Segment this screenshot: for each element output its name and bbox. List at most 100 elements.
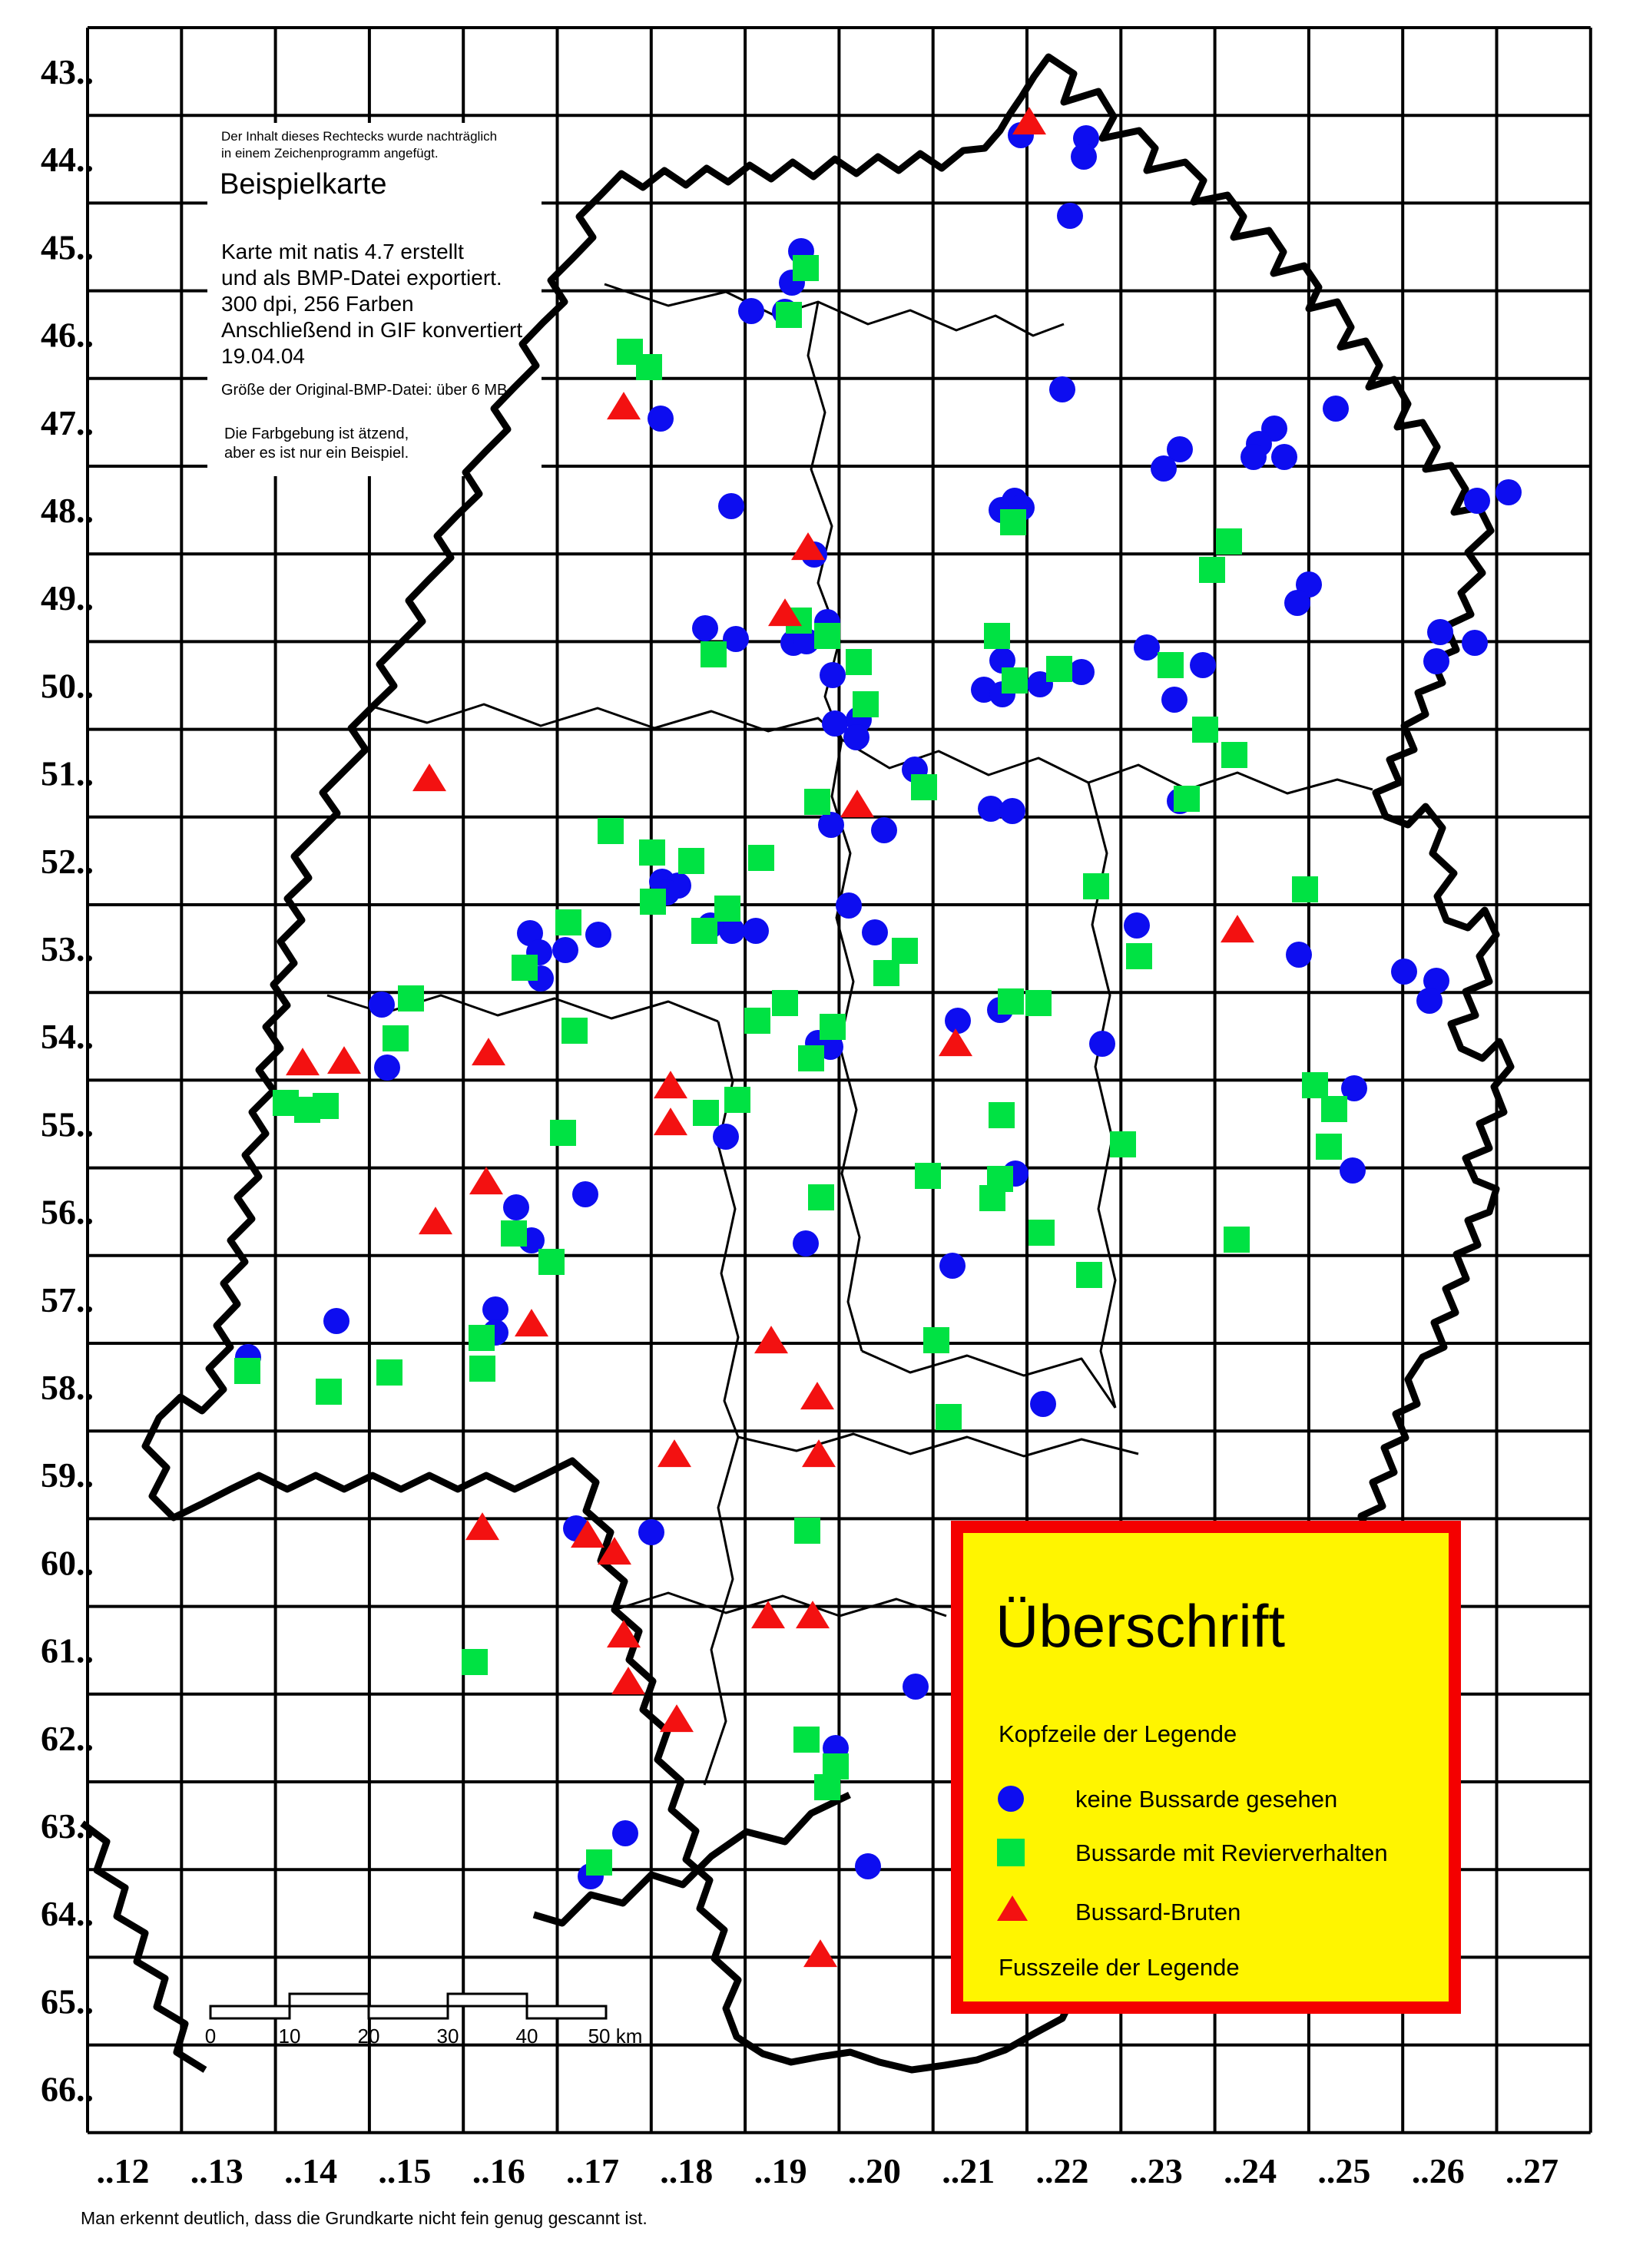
marker-square — [1216, 528, 1242, 555]
marker-circle — [793, 628, 820, 654]
marker-circle — [718, 493, 744, 519]
marker-square — [501, 1220, 527, 1247]
district-border-path — [372, 703, 843, 741]
marker-circle — [1271, 444, 1297, 470]
marker-square — [1110, 1131, 1136, 1157]
marker-triangle — [802, 1439, 836, 1468]
marker-triangle — [419, 1207, 452, 1235]
legend-circle-icon — [998, 1786, 1024, 1812]
marker-circle — [836, 892, 862, 919]
marker-circle — [1340, 1157, 1366, 1184]
river-path — [532, 1791, 851, 1927]
marker-circle — [945, 1008, 971, 1034]
legend-item-label-square: Bussarde mit Revierverhalten — [1075, 1839, 1388, 1866]
info-note-top-line2: in einem Zeichenprogramm angefügt. — [221, 146, 439, 161]
info-block-panel — [207, 123, 542, 476]
scale-bar-segment — [367, 2005, 449, 2020]
marker-circle — [1286, 942, 1312, 968]
left-axis-label: 65.. — [41, 1982, 94, 2021]
left-axis-label: 53.. — [41, 929, 94, 968]
left-axis-label: 61.. — [41, 1631, 94, 1670]
marker-square — [1000, 509, 1026, 535]
marker-square — [1002, 667, 1028, 694]
marker-triangle — [1012, 107, 1046, 135]
marker-circle — [1030, 1391, 1056, 1417]
marker-square — [1028, 1220, 1055, 1246]
info-note-top-line1: Der Inhalt dieses Rechtecks wurde nachtr… — [221, 129, 497, 144]
marker-circle — [1323, 396, 1349, 422]
marker-square — [814, 1774, 840, 1800]
legend-header: Kopfzeile der Legende — [999, 1720, 1237, 1747]
marker-square — [701, 641, 727, 667]
marker-square — [846, 649, 872, 675]
marker-circle — [552, 937, 578, 963]
marker-square — [538, 1249, 565, 1275]
left-axis-label: 56.. — [41, 1193, 94, 1232]
marker-triangle — [327, 1046, 361, 1074]
left-axis-label: 60.. — [41, 1543, 94, 1582]
scale-bar-tick-label: 0 — [205, 2025, 216, 2048]
info-body-line3: 300 dpi, 256 Farben — [221, 292, 414, 316]
bottom-axis-label: ..25 — [1317, 2151, 1370, 2190]
district-border-path — [614, 1591, 947, 1617]
marker-square — [804, 789, 830, 815]
marker-square — [744, 1008, 770, 1034]
marker-circle — [1464, 488, 1490, 514]
marker-circle — [1151, 455, 1177, 482]
marker-circle — [503, 1194, 529, 1220]
marker-circle — [743, 918, 769, 944]
marker-circle — [719, 918, 745, 944]
marker-square — [776, 302, 802, 328]
marker-circle — [999, 798, 1025, 824]
marker-triangle — [465, 1512, 499, 1541]
district-border-path — [841, 738, 1373, 795]
marker-circle — [1416, 988, 1443, 1014]
marker-circle — [1089, 1031, 1115, 1057]
scale-bar-tick-label: 20 — [358, 2025, 380, 2048]
marker-square — [234, 1358, 260, 1384]
marker-triangle — [515, 1309, 548, 1337]
district-border-path — [703, 1436, 740, 1786]
marker-triangle — [751, 1601, 785, 1629]
marker-triangle — [754, 1326, 788, 1354]
left-axis-label: 44.. — [41, 140, 94, 179]
marker-square — [1158, 652, 1184, 678]
marker-square — [989, 1102, 1015, 1128]
marker-square — [598, 818, 624, 844]
marker-square — [1076, 1262, 1102, 1288]
marker-square — [923, 1327, 949, 1353]
marker-circle — [939, 1253, 966, 1279]
marker-circle — [862, 919, 888, 945]
marker-circle — [1284, 590, 1310, 616]
marker-square — [383, 1025, 409, 1051]
marker-square — [691, 918, 717, 944]
marker-square — [398, 985, 424, 1011]
marker-square — [555, 909, 581, 935]
marker-circle — [1071, 144, 1097, 170]
marker-square — [798, 1045, 824, 1071]
bottom-axis-label: ..16 — [472, 2151, 525, 2190]
scale-bar-segment — [209, 2005, 291, 2020]
marker-circle — [1427, 619, 1453, 645]
marker-triangle — [658, 1439, 691, 1468]
info-body-line1: Karte mit natis 4.7 erstellt — [221, 240, 464, 263]
left-axis-label: 49.. — [41, 578, 94, 617]
marker-circle — [1049, 376, 1075, 402]
scale-bar-tick-label: 30 — [437, 2025, 459, 2048]
marker-circle — [1167, 436, 1193, 462]
marker-circle — [1423, 648, 1449, 674]
marker-circle — [989, 647, 1015, 674]
bottom-axis-label: ..27 — [1505, 2151, 1558, 2190]
info-heading: Beispielkarte — [220, 168, 387, 200]
marker-circle — [855, 1853, 881, 1879]
observation-markers — [234, 107, 1522, 1968]
left-axis-label: 48.. — [41, 491, 94, 530]
marker-square — [915, 1163, 941, 1189]
marker-square — [316, 1379, 342, 1405]
marker-square — [1224, 1227, 1250, 1253]
marker-square — [678, 848, 704, 874]
marker-square — [984, 623, 1010, 649]
marker-square — [1292, 876, 1318, 902]
marker-triangle — [598, 1537, 631, 1565]
marker-triangle — [286, 1048, 320, 1076]
